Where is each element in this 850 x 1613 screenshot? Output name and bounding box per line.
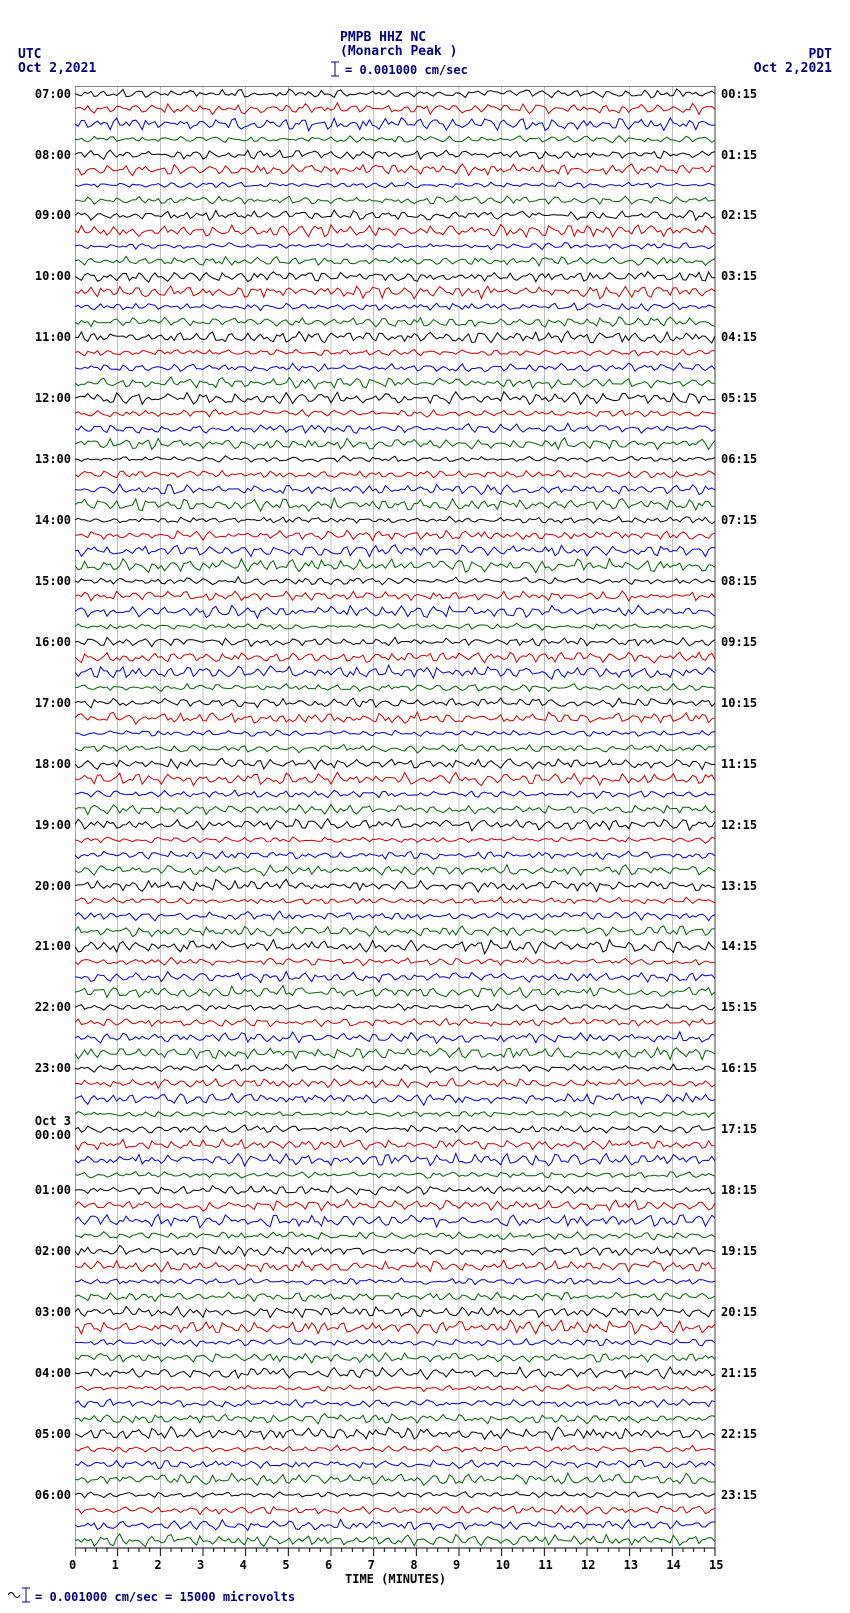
left-hour-label: 23:00	[35, 1061, 71, 1075]
right-hour-label: 21:15	[721, 1366, 757, 1380]
station-name: (Monarch Peak )	[340, 44, 457, 59]
left-hour-label: 14:00	[35, 513, 71, 527]
seismogram-plot	[75, 86, 717, 1578]
right-hour-label: 11:15	[721, 757, 757, 771]
right-hour-label: 12:15	[721, 818, 757, 832]
left-timezone: UTC	[18, 47, 41, 62]
right-hour-label: 00:15	[721, 87, 757, 101]
right-hour-label: 22:15	[721, 1427, 757, 1441]
right-hour-label: 03:15	[721, 269, 757, 283]
left-hour-label: 10:00	[35, 269, 71, 283]
left-date: Oct 2,2021	[18, 61, 96, 76]
left-hour-label: 09:00	[35, 208, 71, 222]
footer-scale-icon	[8, 1586, 32, 1604]
left-hour-label: 00:00	[35, 1128, 71, 1142]
x-tick-label: 3	[197, 1558, 204, 1572]
right-hour-label: 08:15	[721, 574, 757, 588]
right-hour-label: 14:15	[721, 939, 757, 953]
left-hour-label: 06:00	[35, 1488, 71, 1502]
right-hour-label: 13:15	[721, 879, 757, 893]
right-hour-label: 07:15	[721, 513, 757, 527]
seismogram-container: PMPB HHZ NC (Monarch Peak ) = 0.001000 c…	[0, 0, 850, 1613]
right-hour-label: 23:15	[721, 1488, 757, 1502]
right-hour-label: 02:15	[721, 208, 757, 222]
station-id: PMPB HHZ NC	[340, 30, 426, 45]
right-hour-label: 10:15	[721, 696, 757, 710]
right-timezone: PDT	[809, 47, 832, 62]
right-hour-label: 17:15	[721, 1122, 757, 1136]
left-date-break: Oct 3	[35, 1114, 71, 1128]
left-hour-label: 07:00	[35, 87, 71, 101]
x-tick-label: 6	[325, 1558, 332, 1572]
left-hour-label: 11:00	[35, 330, 71, 344]
left-hour-label: 02:00	[35, 1244, 71, 1258]
scale-bar-icon	[328, 60, 342, 78]
left-hour-label: 13:00	[35, 452, 71, 466]
left-hour-label: 05:00	[35, 1427, 71, 1441]
right-hour-label: 06:15	[721, 452, 757, 466]
right-hour-label: 04:15	[721, 330, 757, 344]
x-tick-label: 7	[368, 1558, 375, 1572]
left-hour-label: 17:00	[35, 696, 71, 710]
right-hour-label: 18:15	[721, 1183, 757, 1197]
x-tick-label: 1	[112, 1558, 119, 1572]
left-hour-label: 03:00	[35, 1305, 71, 1319]
x-tick-label: 0	[69, 1558, 76, 1572]
left-hour-label: 04:00	[35, 1366, 71, 1380]
right-hour-label: 09:15	[721, 635, 757, 649]
left-hour-label: 08:00	[35, 148, 71, 162]
left-hour-label: 18:00	[35, 757, 71, 771]
x-tick-label: 11	[538, 1558, 552, 1572]
scale-text: = 0.001000 cm/sec	[345, 63, 468, 77]
x-tick-label: 8	[410, 1558, 417, 1572]
left-hour-label: 16:00	[35, 635, 71, 649]
x-tick-label: 10	[496, 1558, 510, 1572]
x-tick-label: 4	[240, 1558, 247, 1572]
left-hour-label: 20:00	[35, 879, 71, 893]
right-hour-label: 05:15	[721, 391, 757, 405]
left-hour-label: 15:00	[35, 574, 71, 588]
x-axis-title: TIME (MINUTES)	[345, 1572, 446, 1586]
x-tick-label: 2	[154, 1558, 161, 1572]
left-hour-label: 22:00	[35, 1000, 71, 1014]
x-tick-label: 15	[709, 1558, 723, 1572]
left-hour-label: 12:00	[35, 391, 71, 405]
x-tick-label: 14	[666, 1558, 680, 1572]
right-hour-label: 15:15	[721, 1000, 757, 1014]
x-tick-label: 12	[581, 1558, 595, 1572]
right-date: Oct 2,2021	[754, 61, 832, 76]
right-hour-label: 19:15	[721, 1244, 757, 1258]
footer-text: = 0.001000 cm/sec = 15000 microvolts	[35, 1590, 295, 1604]
right-hour-label: 01:15	[721, 148, 757, 162]
left-hour-label: 01:00	[35, 1183, 71, 1197]
left-hour-label: 19:00	[35, 818, 71, 832]
right-hour-label: 16:15	[721, 1061, 757, 1075]
x-tick-label: 13	[624, 1558, 638, 1572]
right-hour-label: 20:15	[721, 1305, 757, 1319]
x-tick-label: 5	[282, 1558, 289, 1572]
x-tick-label: 9	[453, 1558, 460, 1572]
left-hour-label: 21:00	[35, 939, 71, 953]
